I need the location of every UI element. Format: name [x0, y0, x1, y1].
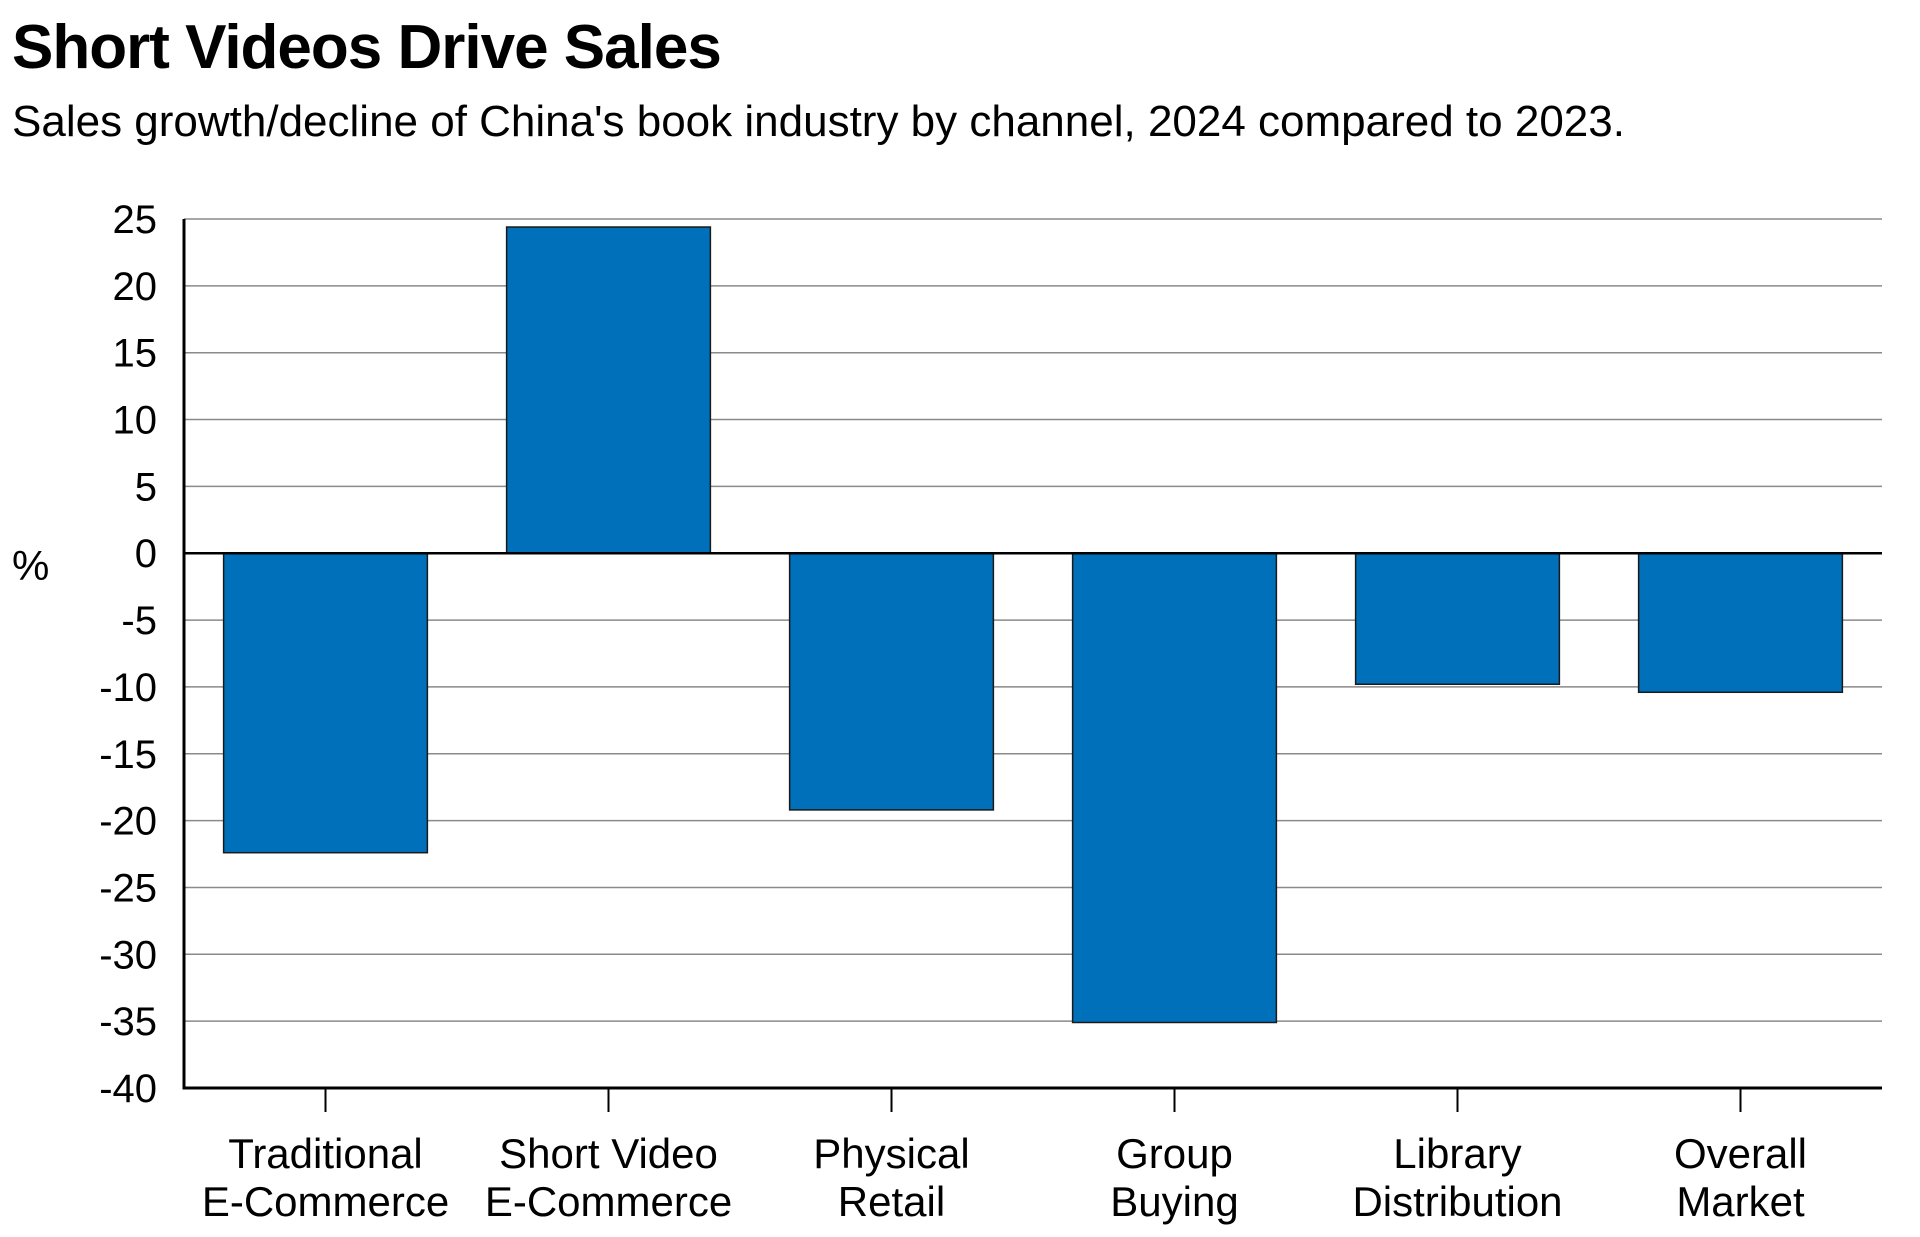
- x-tick-label: E-Commerce: [202, 1178, 449, 1225]
- y-axis-label: %: [12, 542, 49, 589]
- y-tick-label: 25: [113, 198, 158, 242]
- x-tick-label: Retail: [838, 1178, 945, 1225]
- y-tick-label: -35: [99, 1000, 157, 1044]
- y-tick-label: 0: [135, 532, 157, 576]
- x-tick-label: Library: [1393, 1130, 1521, 1177]
- bar: [505, 226, 712, 554]
- x-tick-label: E-Commerce: [485, 1178, 732, 1225]
- chart-subtitle: Sales growth/decline of China's book ind…: [12, 97, 1625, 146]
- y-tick-label: 5: [135, 465, 157, 509]
- y-tick-label: -15: [99, 733, 157, 777]
- x-tick-label: Distribution: [1352, 1178, 1562, 1225]
- y-tick-label: 10: [113, 399, 158, 443]
- bar: [1071, 552, 1278, 1024]
- x-tick-label: Physical: [813, 1130, 969, 1177]
- x-tick-label: Buying: [1110, 1178, 1238, 1225]
- y-tick-label: -25: [99, 866, 157, 910]
- y-tick-label: 20: [113, 265, 158, 309]
- x-tick-label: Overall: [1674, 1130, 1807, 1177]
- x-tick-label: Group: [1116, 1130, 1233, 1177]
- bar: [222, 552, 429, 854]
- y-tick-label: -20: [99, 800, 157, 844]
- gridlines: [184, 218, 1882, 1022]
- bar: [1637, 552, 1844, 694]
- y-tick-label: -40: [99, 1067, 157, 1111]
- bar: [788, 552, 995, 811]
- chart-title: Short Videos Drive Sales: [12, 13, 722, 82]
- x-tick-label: Market: [1676, 1178, 1805, 1225]
- x-tick-label: Traditional: [228, 1130, 423, 1177]
- bars: [222, 226, 1844, 1024]
- axes: [182, 219, 1882, 1112]
- y-tick-label: -5: [121, 599, 157, 643]
- y-tick-labels: 25 20 15 10 5 0 -5 -10 -15 -20 -25 -30 -35 -40: [99, 198, 157, 1111]
- y-tick-label: -30: [99, 933, 157, 977]
- y-tick-label: -10: [99, 666, 157, 710]
- y-tick-label: 15: [113, 332, 158, 376]
- bar: [1354, 552, 1561, 685]
- x-tick-label: Short Video: [499, 1130, 718, 1177]
